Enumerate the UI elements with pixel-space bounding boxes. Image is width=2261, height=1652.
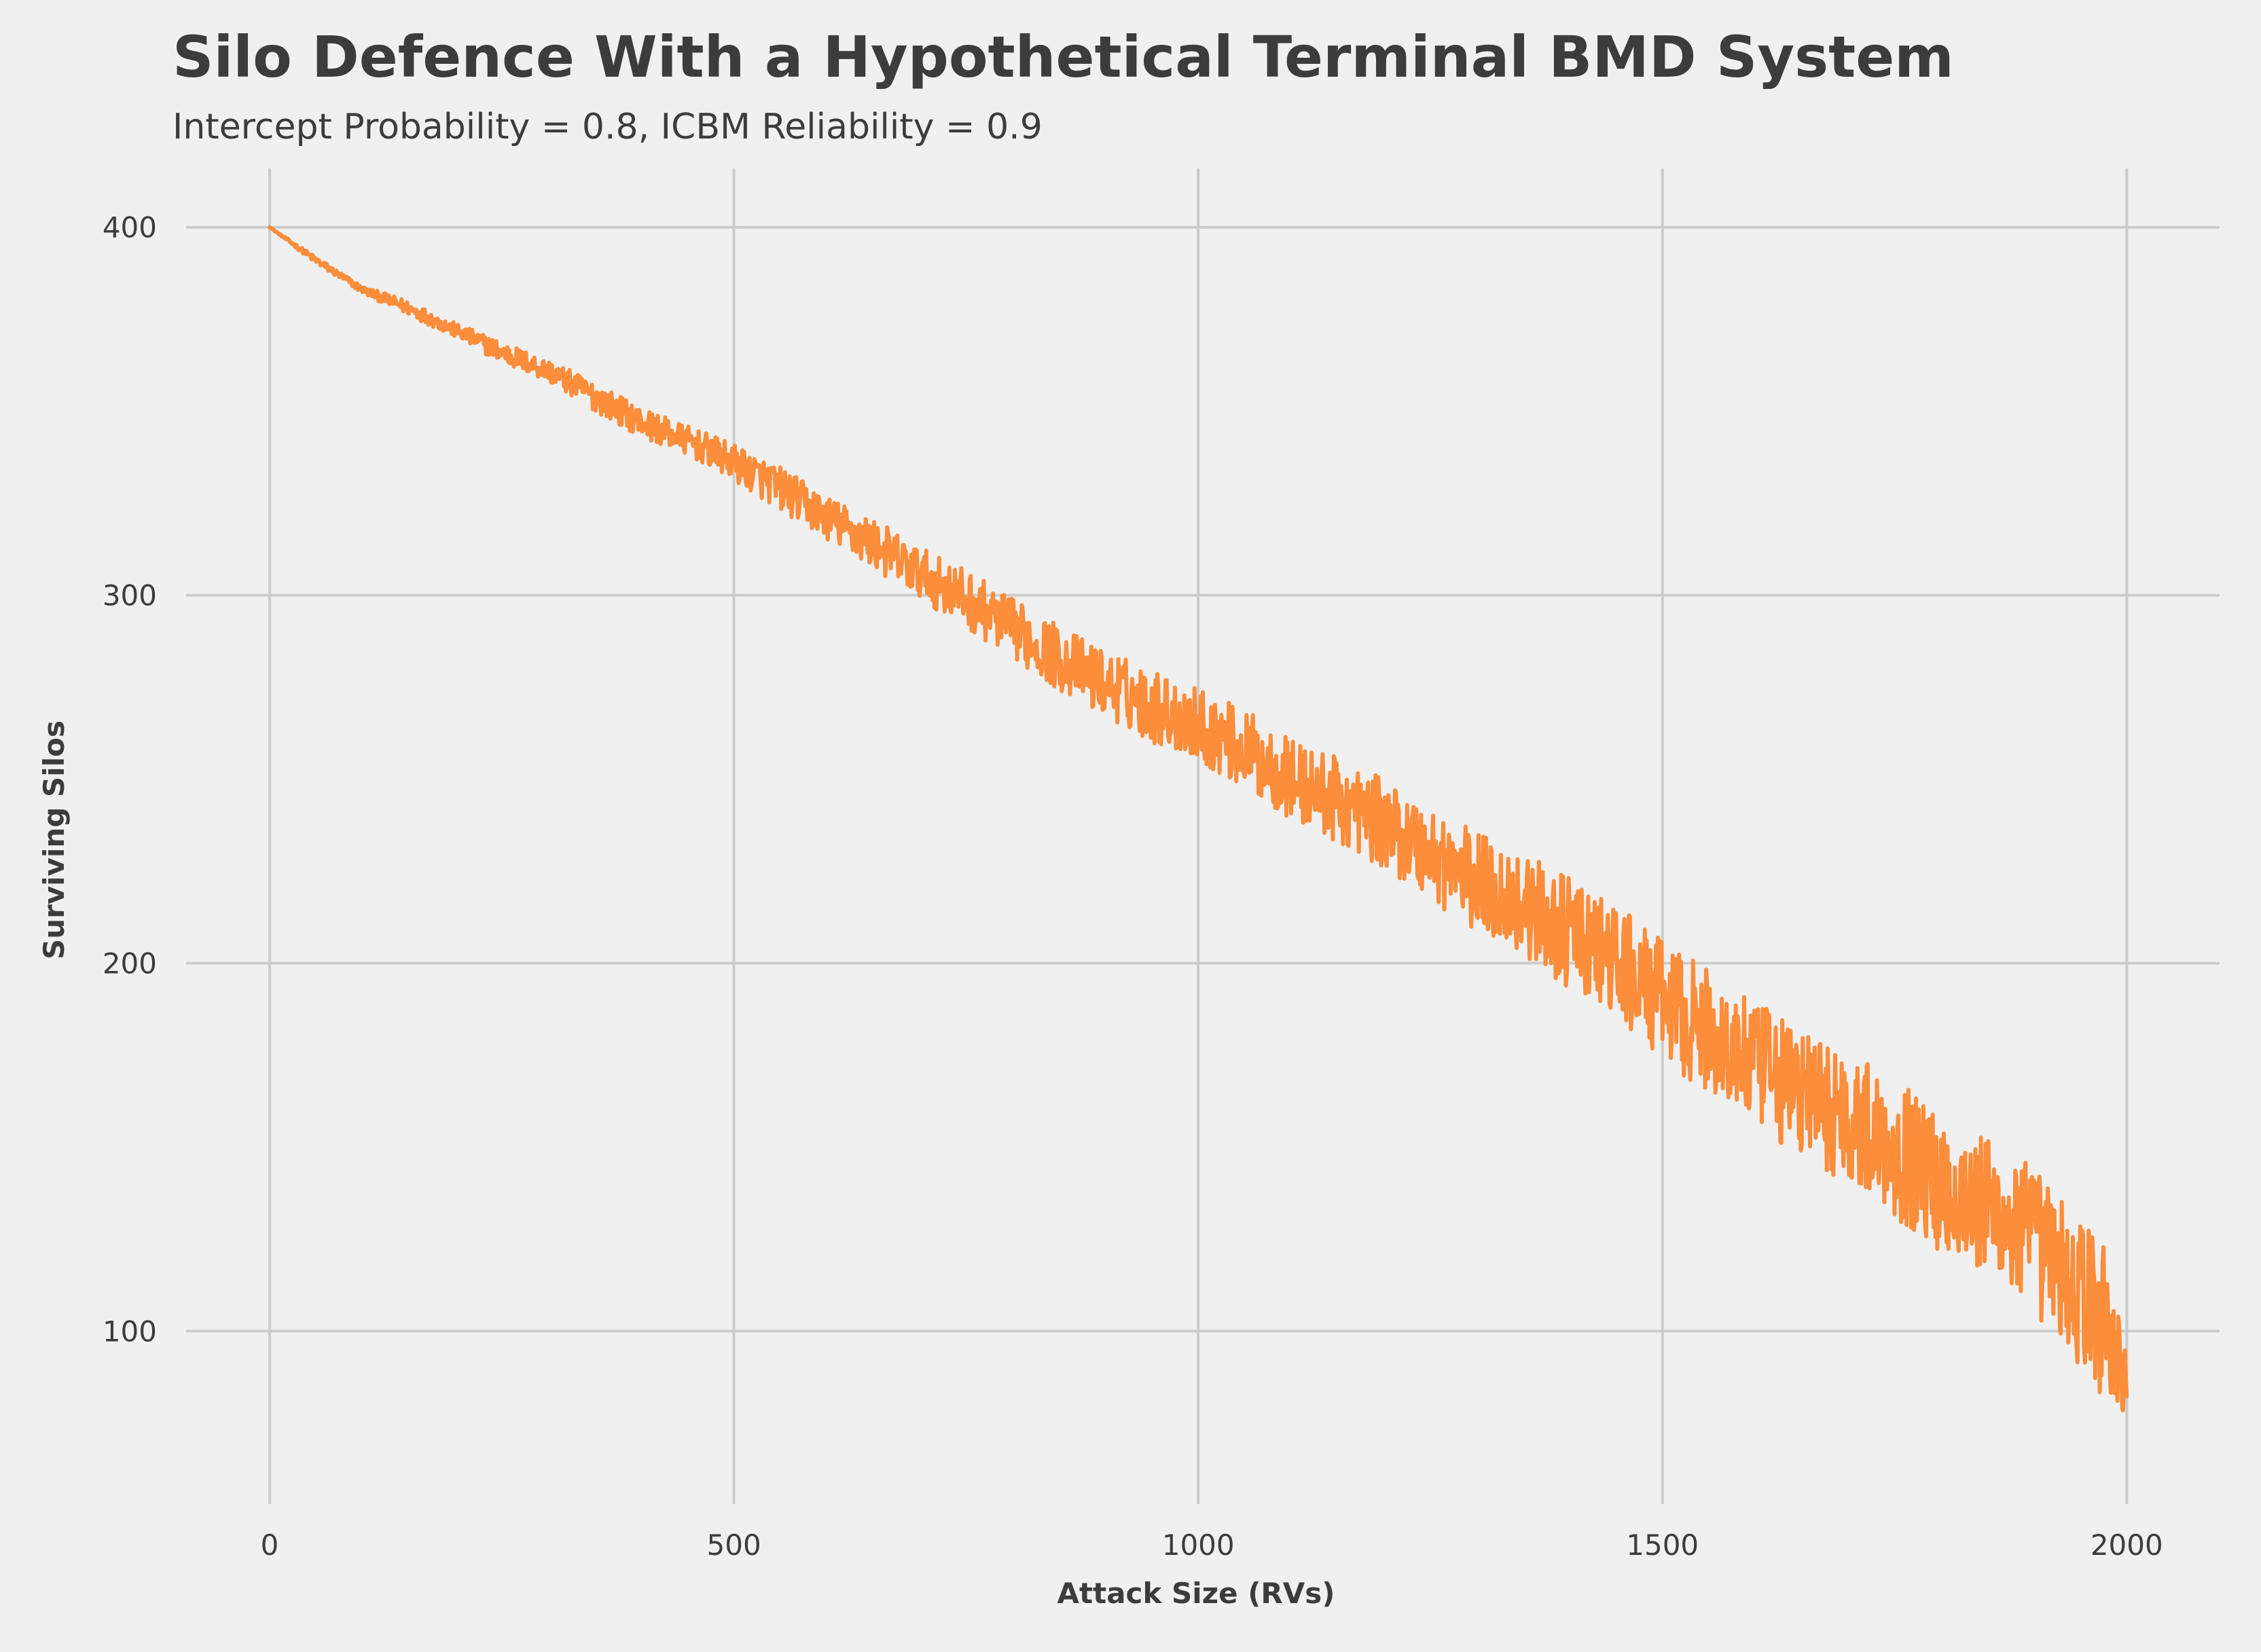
x-tick-label: 0 bbox=[261, 1528, 279, 1562]
tick-labels: 0 500 1000 1500 2000 100 200 300 400 bbox=[103, 211, 2163, 1562]
x-axis-label: Attack Size (RVs) bbox=[1057, 1577, 1335, 1610]
series-line bbox=[268, 225, 2129, 1412]
y-tick-label: 200 bbox=[103, 947, 157, 980]
y-tick-label: 400 bbox=[103, 211, 157, 244]
series-layer bbox=[268, 225, 2129, 1412]
grid bbox=[186, 168, 2220, 1504]
x-tick-label: 1500 bbox=[1626, 1528, 1699, 1562]
y-tick-label: 100 bbox=[103, 1315, 157, 1348]
chart-subtitle: Intercept Probability = 0.8, ICBM Reliab… bbox=[173, 107, 1043, 147]
x-tick-label: 500 bbox=[707, 1528, 761, 1562]
x-tick-label: 1000 bbox=[1162, 1528, 1235, 1562]
x-tick-label: 2000 bbox=[2091, 1528, 2163, 1562]
y-axis-label: Surviving Silos bbox=[37, 720, 71, 959]
y-tick-label: 300 bbox=[103, 579, 157, 612]
chart-title: Silo Defence With a Hypothetical Termina… bbox=[173, 24, 1954, 90]
